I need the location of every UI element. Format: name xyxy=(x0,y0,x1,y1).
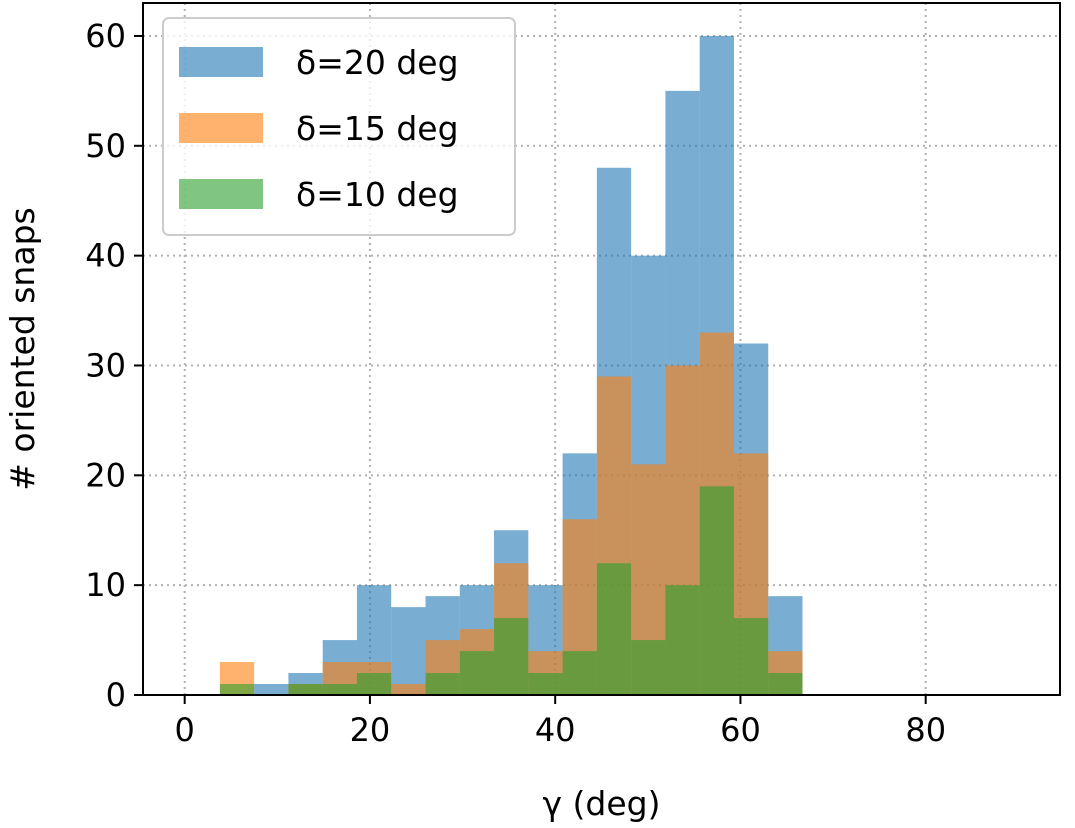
legend-entry-label: δ=10 deg xyxy=(296,175,459,214)
histogram-bar-series-3 xyxy=(219,684,255,695)
x-tick-label: 40 xyxy=(535,711,576,749)
y-tick-label: 0 xyxy=(106,676,126,714)
histogram-bar-series-3 xyxy=(322,684,357,695)
histogram-bar-series-3 xyxy=(494,618,529,695)
legend: δ=20 deg δ=15 deg δ=10 deg xyxy=(162,17,516,236)
legend-entry-label: δ=15 deg xyxy=(296,109,459,148)
legend-swatch xyxy=(179,113,263,143)
x-tick-label: 60 xyxy=(720,711,761,749)
legend-entry-label: δ=20 deg xyxy=(296,43,459,82)
histogram-bars xyxy=(219,35,803,695)
histogram-bar-series-3 xyxy=(665,585,700,695)
histogram-bar-series-3 xyxy=(425,673,460,695)
y-tick-label: 30 xyxy=(85,346,126,384)
histogram-bar-series-3 xyxy=(631,640,666,695)
x-axis-label: γ (deg) xyxy=(543,784,661,823)
plot-frame xyxy=(142,2,1061,696)
histogram-bar-series-3 xyxy=(288,684,323,695)
y-axis-label: # oriented snaps xyxy=(3,207,42,490)
histogram-bar-series-1 xyxy=(254,684,289,695)
y-tick-label: 20 xyxy=(85,456,126,494)
histogram-bar-series-3 xyxy=(356,673,392,695)
x-tick-label: 0 xyxy=(175,711,195,749)
histogram-bar-series-2 xyxy=(391,684,426,695)
legend-swatch xyxy=(179,179,263,209)
y-tick-label: 40 xyxy=(85,237,126,275)
y-tick-label: 60 xyxy=(85,17,126,55)
histogram-bar-series-3 xyxy=(562,651,597,695)
histogram-bar-series-3 xyxy=(459,651,495,695)
histogram-bar-series-3 xyxy=(768,673,803,695)
histogram-bar-series-3 xyxy=(699,486,734,695)
legend-swatch xyxy=(179,47,263,77)
y-tick-label: 50 xyxy=(85,127,126,165)
histogram-bar-series-1 xyxy=(391,607,426,695)
x-tick-label: 80 xyxy=(905,711,946,749)
histogram-bar-series-3 xyxy=(528,673,563,695)
axis-ticks: 0 20 40 60 80 0 10 20 30 40 50 60 xyxy=(85,17,946,749)
y-tick-label: 10 xyxy=(85,566,126,604)
x-tick-label: 20 xyxy=(350,711,391,749)
histogram-bar-series-3 xyxy=(733,618,769,695)
histogram-bar-series-3 xyxy=(596,563,632,695)
